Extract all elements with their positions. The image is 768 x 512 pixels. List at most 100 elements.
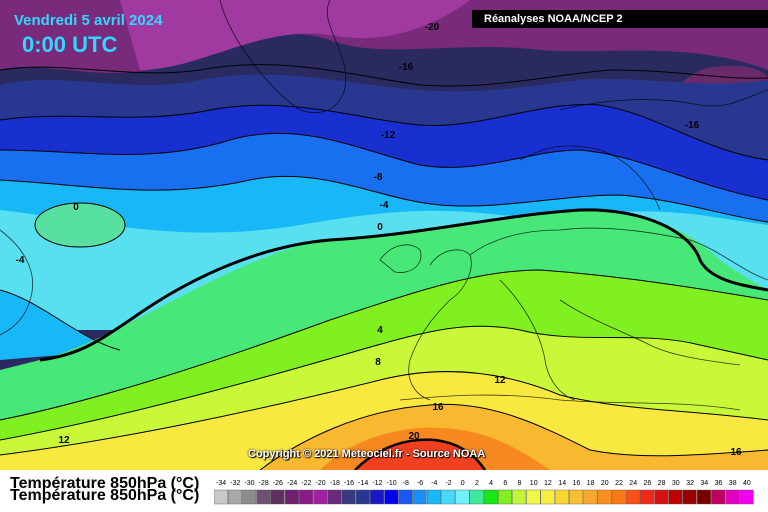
scale-swatch — [455, 489, 470, 505]
scale-swatch — [697, 489, 712, 505]
scale-swatch — [284, 489, 299, 505]
contour-label: -20 — [425, 22, 440, 33]
contour-label: -8 — [374, 172, 383, 183]
scale-tick-label: 34 — [700, 480, 708, 487]
scale-swatch — [370, 489, 385, 505]
contour-label: -12 — [381, 130, 396, 141]
legend-title: Température 850hPa (°C) — [10, 475, 200, 492]
scale-swatch — [611, 489, 626, 505]
scale-tick-label: -32 — [230, 480, 240, 487]
scale-tick-label: 16 — [573, 480, 581, 487]
scale-tick-label: 12 — [544, 480, 552, 487]
scale-swatch — [327, 489, 342, 505]
scale-swatch — [341, 489, 356, 505]
scale-swatch — [469, 489, 484, 505]
scale-tick-label: -20 — [316, 480, 326, 487]
scale-tick-label: -8 — [403, 480, 409, 487]
contour-label: 12 — [494, 375, 506, 386]
scale-swatch — [739, 489, 754, 505]
scale-swatch — [668, 489, 683, 505]
scale-tick-label: 36 — [715, 480, 723, 487]
scale-swatch — [498, 489, 513, 505]
scale-tick-label: 24 — [629, 480, 637, 487]
scale-tick-label: -22 — [301, 480, 311, 487]
scale-tick-label: -28 — [259, 480, 269, 487]
scale-tick-label: -14 — [358, 480, 368, 487]
scale-tick-label: 40 — [743, 480, 751, 487]
contour-label: 0 — [377, 222, 383, 233]
scale-swatch — [640, 489, 655, 505]
contour-label: -16 — [685, 120, 700, 131]
scale-tick-label: -24 — [287, 480, 297, 487]
copyright-notice: Copyright © 2021 Meteociel.fr - Source N… — [248, 448, 486, 460]
contour-label: -16 — [399, 62, 414, 73]
scale-tick-label: 28 — [658, 480, 666, 487]
scale-tick-label: -12 — [372, 480, 382, 487]
scale-swatch — [682, 489, 697, 505]
scale-swatch — [256, 489, 271, 505]
scale-tick-label: -4 — [431, 480, 437, 487]
contour-label: -4 — [16, 255, 25, 266]
legend-title-shadow: Température 850hPa (°C) — [10, 487, 200, 504]
contour-label: 16 — [730, 447, 742, 458]
scale-swatch — [398, 489, 413, 505]
forecast-date: Vendredi 5 avril 2024 — [14, 12, 163, 29]
scale-tick-label: -34 — [216, 480, 226, 487]
scale-swatch — [384, 489, 399, 505]
source-label: Réanalyses NOAA/NCEP 2 — [472, 10, 768, 28]
scale-swatch — [654, 489, 669, 505]
scale-swatch — [725, 489, 740, 505]
scale-tick-label: 22 — [615, 480, 623, 487]
scale-tick-label: -10 — [387, 480, 397, 487]
forecast-time: 0:00 UTC — [22, 32, 118, 57]
scale-tick-label: 4 — [489, 480, 493, 487]
contour-label: 16 — [432, 402, 444, 413]
scale-swatch — [242, 489, 257, 505]
scale-swatch — [214, 489, 228, 505]
scale-tick-label: 10 — [530, 480, 538, 487]
scale-tick-label: -2 — [445, 480, 451, 487]
scale-tick-label: 30 — [672, 480, 680, 487]
contour-label: 4 — [377, 325, 383, 336]
scale-tick-label: 2 — [475, 480, 479, 487]
scale-swatch — [483, 489, 498, 505]
scale-swatch — [625, 489, 640, 505]
scale-swatch — [227, 489, 243, 505]
scale-swatch — [569, 489, 584, 505]
scale-tick-label: 32 — [686, 480, 694, 487]
scale-swatch — [583, 489, 598, 505]
scale-tick-label: 14 — [558, 480, 566, 487]
scale-swatch — [441, 489, 456, 505]
contour-label: -4 — [380, 200, 389, 211]
scale-tick-label: 8 — [518, 480, 522, 487]
scale-tick-label: -6 — [417, 480, 423, 487]
scale-tick-label: 6 — [503, 480, 507, 487]
scale-swatch — [526, 489, 541, 505]
scale-swatch — [711, 489, 726, 505]
scale-swatch — [355, 489, 370, 505]
scale-swatch — [512, 489, 527, 505]
temperature-map: -20 -16 -16 -12 -8 -4 0 0 -4 4 8 12 12 16 20 16 — [0, 0, 768, 470]
scale-tick-label: 26 — [644, 480, 652, 487]
contour-label: 8 — [375, 357, 381, 368]
scale-swatch — [597, 489, 612, 505]
scale-swatch — [554, 489, 569, 505]
scale-swatch — [313, 489, 328, 505]
scale-tick-label: -26 — [273, 480, 283, 487]
contour-labels: -20 -16 -16 -12 -8 -4 0 0 -4 4 8 12 12 16 20 16 — [16, 22, 742, 458]
scale-swatch — [412, 489, 427, 505]
scale-tick-label: 38 — [729, 480, 737, 487]
scale-tick-label: 20 — [601, 480, 609, 487]
scale-swatch — [299, 489, 314, 505]
scale-swatch — [540, 489, 555, 505]
scale-tick-label: 0 — [461, 480, 465, 487]
contour-label: 12 — [58, 435, 70, 446]
scale-tick-label: -16 — [344, 480, 354, 487]
color-scale: -34 -32 -30 -28 -26 -24 -22 -20 -18 -16 -14 -12 -10-… — [214, 480, 754, 505]
scale-tick-label: -18 — [330, 480, 340, 487]
scale-swatch — [270, 489, 285, 505]
scale-tick-label: 18 — [587, 480, 595, 487]
scale-swatch — [426, 489, 441, 505]
scale-tick-label: -30 — [244, 480, 254, 487]
